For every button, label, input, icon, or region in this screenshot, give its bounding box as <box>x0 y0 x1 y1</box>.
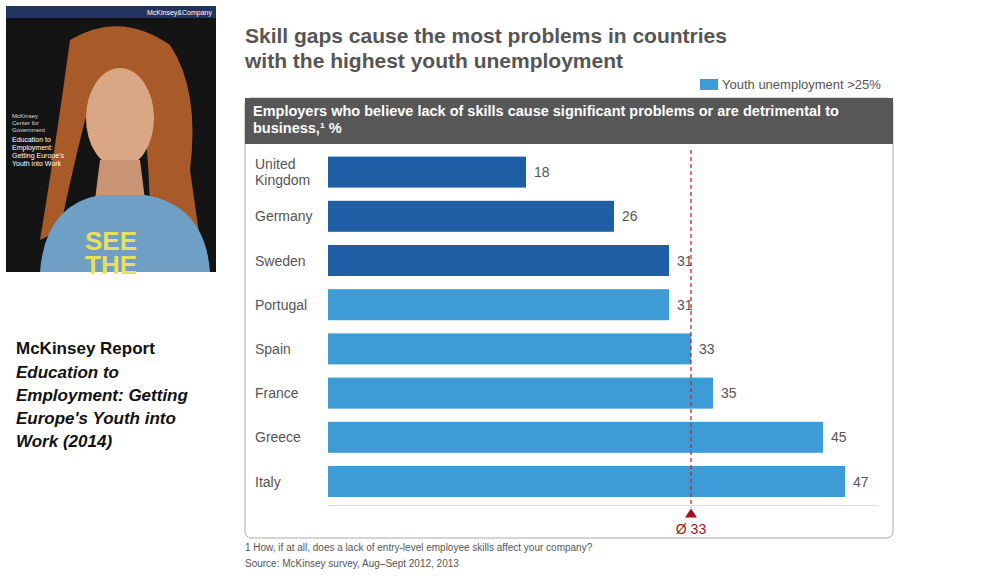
bar <box>328 157 526 188</box>
text-line: Center for <box>12 120 39 126</box>
category-label: Greece <box>255 429 301 445</box>
text-line: Getting Europe's <box>12 152 64 160</box>
caption-label: McKinsey Report <box>16 339 155 358</box>
cover-neck <box>95 160 145 200</box>
category-label: Spain <box>255 341 291 357</box>
cover-face <box>86 68 154 168</box>
data-label: 26 <box>622 208 638 224</box>
text-line: Youth into Work <box>12 160 62 167</box>
text-line: Education to <box>16 363 119 382</box>
text-line: McKinsey <box>12 113 38 119</box>
category-label: Portugal <box>255 297 307 313</box>
legend-label: Youth unemployment >25% <box>722 77 881 92</box>
bar <box>328 333 691 364</box>
cover-shirt-text: SEETHE <box>85 226 137 280</box>
data-label: 35 <box>721 385 737 401</box>
data-label: 45 <box>831 429 847 445</box>
text-line: Employment: Getting <box>16 386 189 405</box>
bar <box>328 378 713 409</box>
text-line: Europe's Youth into <box>16 409 176 428</box>
cover-background <box>6 6 216 272</box>
x-axis-line <box>328 505 878 506</box>
category-label: Italy <box>255 474 281 490</box>
text-line: Spain <box>255 341 291 357</box>
text-line: Education to <box>12 136 51 143</box>
data-label: 18 <box>534 164 550 180</box>
mean-label: Ø 33 <box>676 521 707 537</box>
text-line: Employers who believe lack of skills cau… <box>253 103 839 119</box>
mean-marker <box>685 509 697 518</box>
legend-swatch <box>700 79 718 90</box>
bar <box>328 422 823 453</box>
chart-subtitle: Employers who believe lack of skills cau… <box>253 103 839 136</box>
caption-title: Education to Employment: Getting Europe's … <box>16 363 189 451</box>
bar <box>328 289 669 320</box>
text-line: France <box>255 385 299 401</box>
text-line: Sweden <box>255 253 306 269</box>
text-line: United <box>255 156 295 172</box>
chart-title: Skill gaps cause the most problems in co… <box>244 24 727 72</box>
text-line: Portugal <box>255 297 307 313</box>
report-cover: McKinsey&Company SEETHE McKinseyCenter for… <box>6 6 216 280</box>
header-box <box>245 98 893 144</box>
text-line: Employment: <box>12 144 53 152</box>
cover-publisher: McKinsey&Company <box>147 9 212 17</box>
source: Source: McKinsey survey, Aug–Sept 2012, … <box>245 558 459 569</box>
text-line: business,¹ % <box>253 120 342 136</box>
footnote: 1 How, if at all, does a lack of entry-l… <box>245 542 593 553</box>
category-label: UnitedKingdom <box>255 156 310 188</box>
bar <box>328 466 845 497</box>
data-label: 31 <box>677 253 693 269</box>
text-line: Italy <box>255 474 281 490</box>
text-line: THE <box>85 250 137 280</box>
text-line: Skill gaps cause the most problems in co… <box>245 24 727 47</box>
category-label: Germany <box>255 208 313 224</box>
category-label: France <box>255 385 299 401</box>
bar <box>328 245 669 276</box>
text-line: Work (2014) <box>16 432 112 451</box>
chart-frame <box>245 98 893 538</box>
category-label: Sweden <box>255 253 306 269</box>
bar <box>328 201 614 232</box>
text-line: Government <box>12 127 45 133</box>
text-line: Greece <box>255 429 301 445</box>
cover-title: Education toEmployment:Getting Europe'sY… <box>12 136 64 167</box>
mean-line <box>690 150 691 508</box>
chart-root: McKinsey&Company SEETHE McKinseyCenter for… <box>0 0 1000 576</box>
text-line: Germany <box>255 208 313 224</box>
text-line: Kingdom <box>255 172 310 188</box>
data-label: 47 <box>853 474 869 490</box>
cover-header-strip <box>6 6 216 18</box>
data-label: 33 <box>699 341 715 357</box>
text-line: with the highest youth unemployment <box>244 49 623 72</box>
cover-center: McKinseyCenter forGovernment <box>12 113 45 133</box>
